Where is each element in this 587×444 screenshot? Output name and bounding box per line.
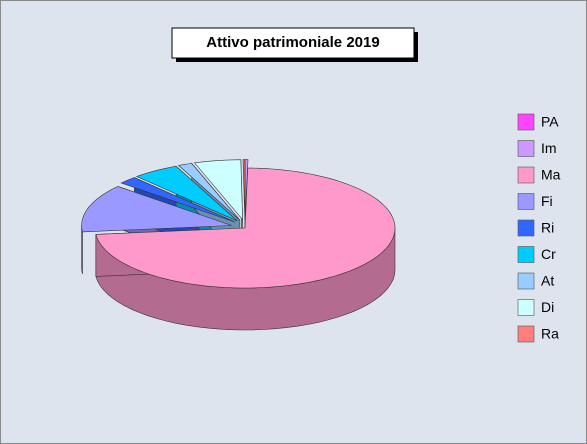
slice — [81, 186, 232, 233]
legend-label: Ra — [541, 326, 559, 342]
slice — [193, 159, 243, 221]
legend-label: Ma — [541, 167, 561, 183]
slice-side — [81, 225, 83, 275]
legend-label: Ri — [541, 220, 554, 236]
slice — [135, 165, 238, 222]
legend-swatch — [517, 246, 535, 263]
legend-swatch — [517, 272, 535, 290]
legend-label: Cr — [541, 246, 556, 262]
legend-label: PA — [541, 114, 559, 130]
legend-swatch — [517, 193, 535, 210]
chart-title: Attivo patrimoniale 2019 — [206, 34, 379, 51]
legend-swatch — [517, 140, 535, 157]
legend-label: Di — [541, 299, 554, 315]
legend-label: At — [541, 273, 554, 289]
pie — [81, 159, 396, 331]
legend-swatch — [517, 113, 535, 131]
legend-label: Im — [541, 140, 557, 156]
slice — [177, 163, 241, 221]
legend: PA Im Ma Fi Ri Cr At Di Ra — [517, 113, 561, 343]
legend-swatch — [517, 325, 535, 343]
legend-swatch — [517, 166, 535, 184]
legend-swatch — [517, 219, 535, 237]
legend-swatch — [517, 299, 535, 316]
slice — [242, 159, 246, 220]
title-box — [171, 27, 415, 59]
legend-label: Fi — [541, 193, 553, 209]
slice — [95, 167, 396, 289]
slice — [120, 177, 236, 223]
